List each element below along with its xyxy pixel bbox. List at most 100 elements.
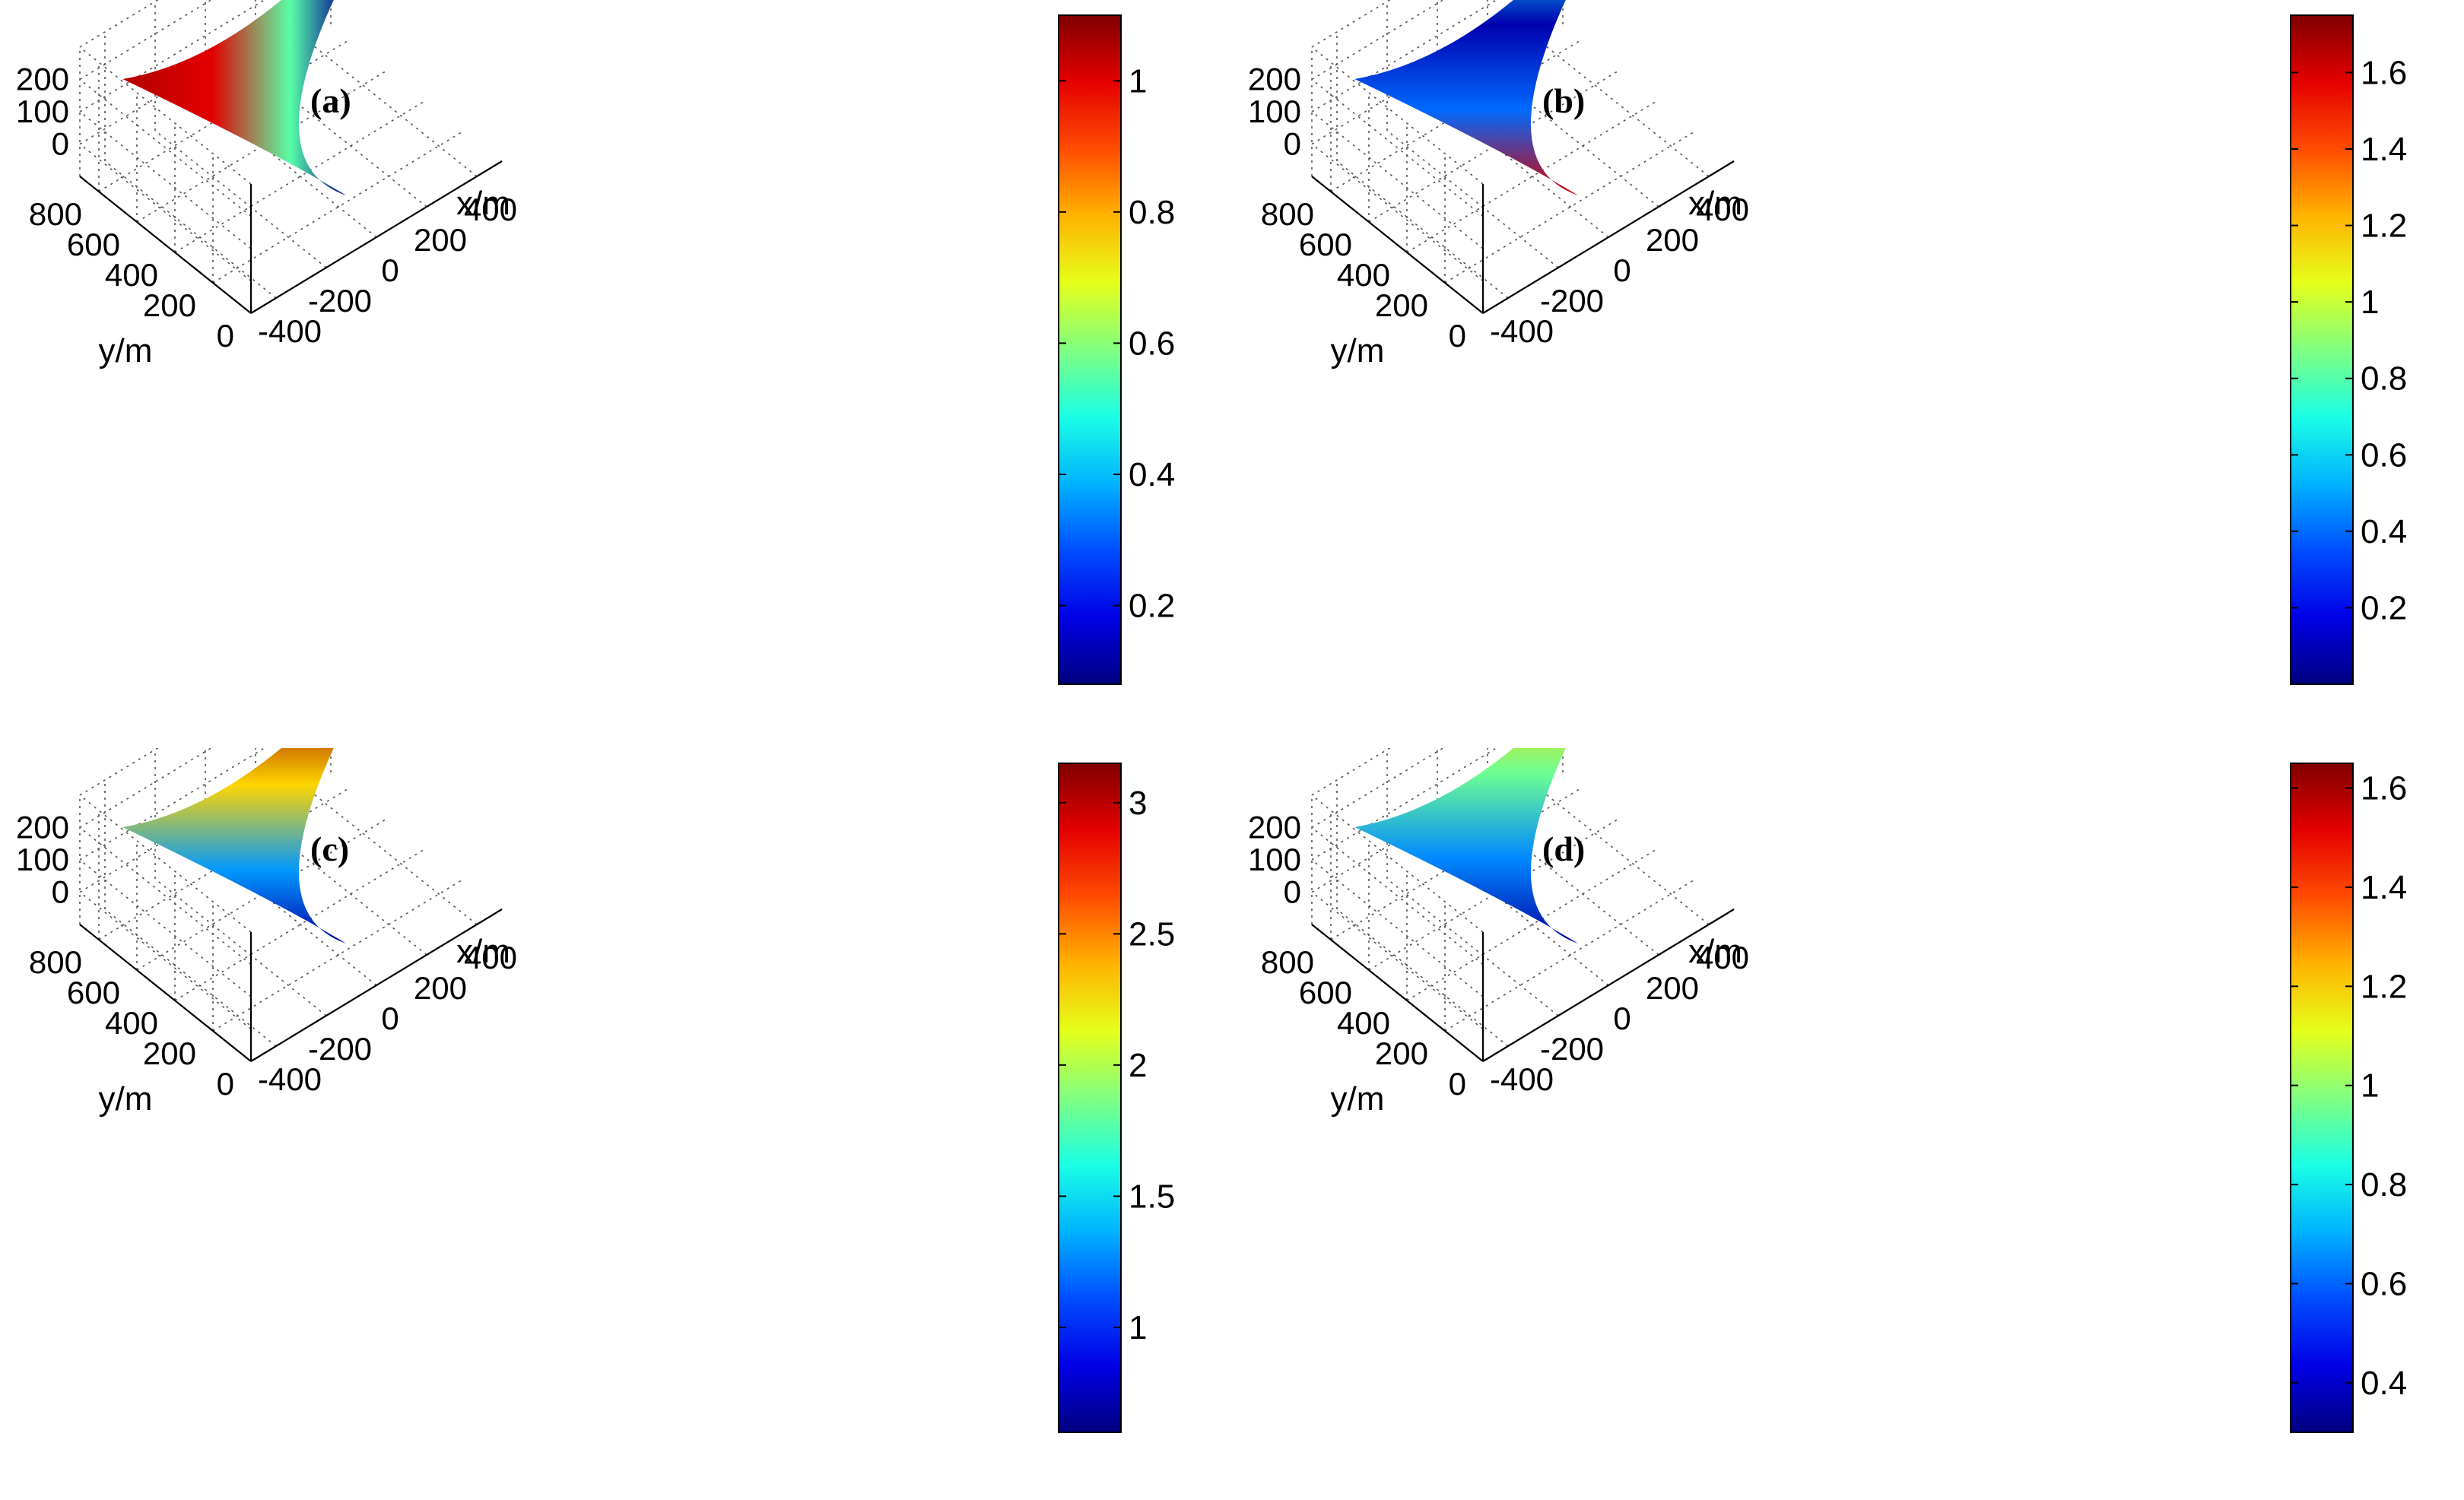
grid-line xyxy=(1311,859,1484,997)
panel-b: -400 -200 0 200 400 0 200 400 600 800 0 100 200 x/m y/… xyxy=(1161,0,2464,748)
grid-line xyxy=(205,848,377,986)
panel-c: -400 -200 0 200 400 0 200 400 600 800 0 100 200 x/m y/… xyxy=(0,642,1232,1496)
x-tick-label: 400 xyxy=(464,940,517,975)
y-axis-title: y/m xyxy=(99,1080,153,1118)
colorbar-tick-label: 0.4 xyxy=(1129,456,1175,493)
grid-line xyxy=(1537,39,1710,177)
colorbar-tick-label: 1 xyxy=(1129,62,1147,100)
box-edge xyxy=(1311,642,1564,796)
grid-line xyxy=(1437,848,1609,986)
colorbar-tick-label: 1 xyxy=(2361,1067,2379,1105)
x-tick-label: 0 xyxy=(1613,252,1630,288)
colorbar-tick-label: 1.6 xyxy=(2361,770,2407,807)
y-tick-label: 0 xyxy=(1449,1066,1466,1102)
y-tick-label: 200 xyxy=(1375,1035,1428,1071)
grid-line xyxy=(1311,674,1564,829)
y-axis-line xyxy=(79,924,252,1062)
grid-line xyxy=(255,817,427,956)
grid-line xyxy=(154,878,327,1016)
colorbar-tick-label: 0.8 xyxy=(2361,1166,2407,1203)
grid-line xyxy=(205,100,377,238)
z-tick-label: 200 xyxy=(16,62,69,97)
box-edge xyxy=(1311,0,1391,48)
y-tick-label: 800 xyxy=(1261,196,1314,232)
colorbar xyxy=(2290,763,2354,1433)
panel-a-svg: -400-200020040002004006008000100200x/my/… xyxy=(16,0,1175,685)
x-tick-label: -400 xyxy=(258,313,322,349)
x-axis-line xyxy=(250,160,503,314)
y-tick-label: 0 xyxy=(217,318,234,354)
x-tick-label: 400 xyxy=(1696,192,1749,227)
x-tick-label: 200 xyxy=(414,222,467,258)
grid-line xyxy=(104,160,277,299)
y-axis-title: y/m xyxy=(1331,332,1385,369)
grid-line xyxy=(305,787,478,925)
x-tick-label: -200 xyxy=(308,1031,372,1067)
y-tick-label: 600 xyxy=(67,227,120,262)
x-tick-label: -400 xyxy=(1490,313,1554,349)
y-tick-label: 400 xyxy=(105,257,158,293)
x-tick-label: 0 xyxy=(1613,1001,1630,1036)
panel-c-svg: -400-200020040002004006008000100200x/my/… xyxy=(16,642,1175,1433)
grid-line xyxy=(1330,39,1583,192)
grid-line xyxy=(104,909,277,1047)
x-axis-line xyxy=(1482,160,1735,314)
y-axis-line xyxy=(1311,924,1484,1062)
grid-line xyxy=(1311,78,1484,217)
x-tick-label: 0 xyxy=(381,1001,398,1036)
panel-label: (c) xyxy=(310,829,349,868)
colorbar-tick-label: 1.4 xyxy=(2361,869,2407,906)
panel-label: (b) xyxy=(1542,81,1585,120)
panel-label: (a) xyxy=(310,81,351,120)
x-tick-label: 0 xyxy=(381,252,398,288)
colorbar xyxy=(2290,14,2354,685)
grid-line xyxy=(1444,130,1697,284)
box-edge xyxy=(79,642,332,796)
x-axis-line xyxy=(1482,909,1735,1062)
y-tick-label: 600 xyxy=(1299,227,1352,262)
z-tick-label: 200 xyxy=(1248,62,1301,97)
z-tick-label: 200 xyxy=(16,810,69,845)
colorbar-tick-label: 3 xyxy=(1129,785,1147,822)
x-tick-label: -200 xyxy=(1540,1031,1604,1067)
grid-line xyxy=(1444,878,1697,1032)
z-tick-label: 0 xyxy=(52,126,69,162)
grid-line xyxy=(79,78,252,217)
grid-line xyxy=(79,0,319,145)
x-tick-label: 200 xyxy=(414,970,467,1006)
x-axis-title: x/m xyxy=(1688,185,1742,222)
z-tick-label: 0 xyxy=(1284,126,1301,162)
grid-line xyxy=(1311,143,1484,282)
grid-line xyxy=(79,0,266,113)
surface-patch xyxy=(1354,0,1579,195)
grid-line xyxy=(1311,826,1484,966)
grid-line xyxy=(1406,848,1659,1001)
panel-d-svg: -400-200020040002004006008000100200x/my/… xyxy=(1161,642,2407,1433)
colorbar-tick-label: 1 xyxy=(2361,284,2379,321)
grid-line xyxy=(79,707,332,861)
grid-line xyxy=(1311,739,1564,893)
colorbar-tick-label: 0.2 xyxy=(2361,589,2407,626)
surface-patch xyxy=(122,0,347,195)
colorbar-tick-label: 0.8 xyxy=(1129,194,1175,231)
colorbar-tick-label: 0.8 xyxy=(2361,360,2407,398)
box-edge xyxy=(1311,794,1484,933)
grid-line xyxy=(79,859,252,997)
y-axis-line xyxy=(1311,176,1484,314)
y-tick-label: 200 xyxy=(143,1035,196,1071)
grid-line xyxy=(79,826,252,966)
x-tick-label: -400 xyxy=(258,1061,322,1097)
colorbar-tick-label: 0.6 xyxy=(1129,325,1175,362)
box-edge xyxy=(1311,46,1484,185)
colorbar xyxy=(1058,763,1122,1433)
y-tick-label: 800 xyxy=(1261,944,1314,980)
grid-line xyxy=(1336,909,1509,1047)
grid-line xyxy=(174,848,427,1001)
x-tick-label: 200 xyxy=(1646,970,1699,1006)
grid-line xyxy=(1368,817,1621,971)
surface-patch xyxy=(1354,699,1579,943)
colorbar-tick-label: 0.6 xyxy=(2361,1265,2407,1302)
grid-line xyxy=(154,130,327,268)
grid-line xyxy=(174,100,427,253)
